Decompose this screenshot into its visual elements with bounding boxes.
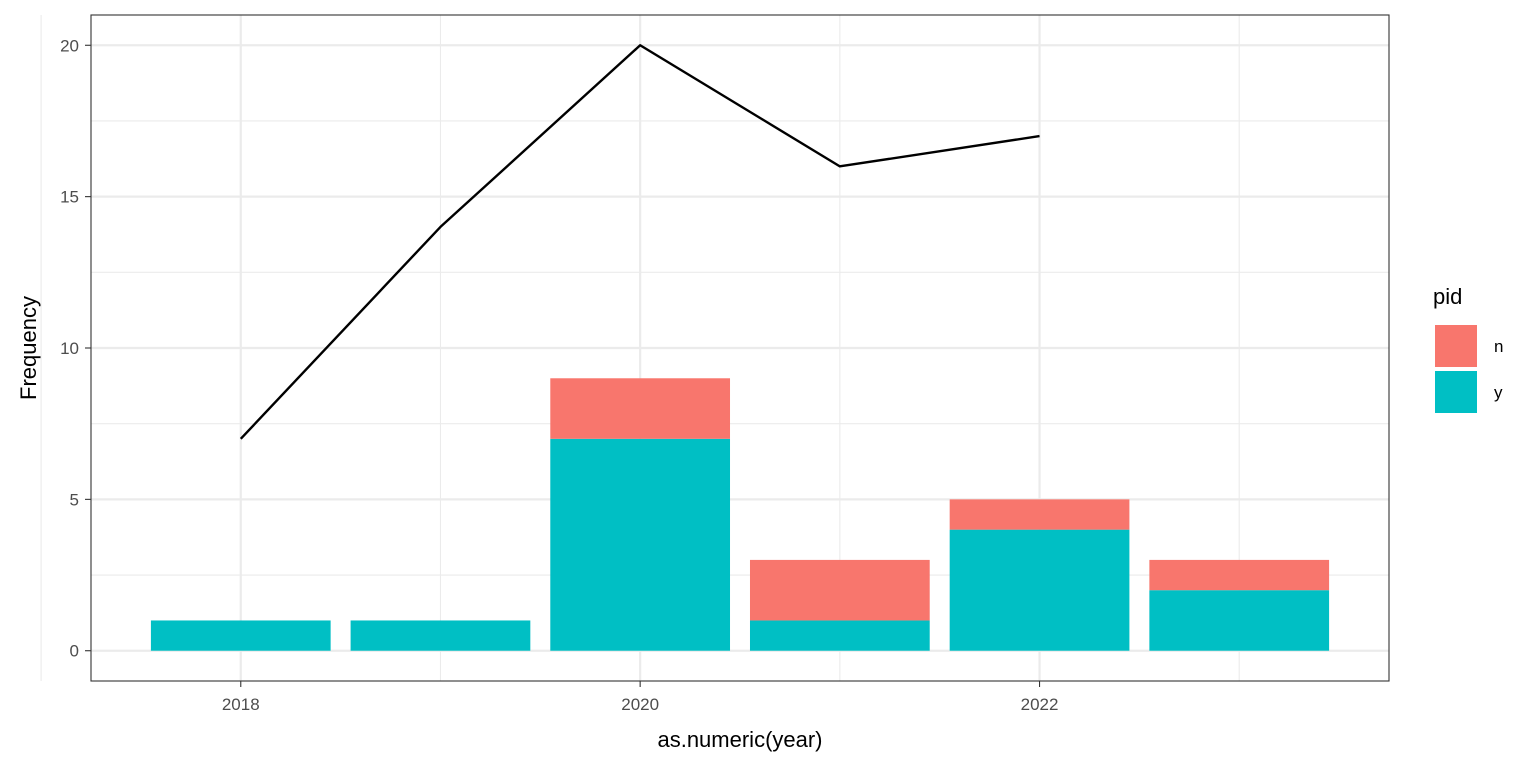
- x-axis-title: as.numeric(year): [657, 727, 822, 752]
- bar-y-2020: [550, 438, 731, 651]
- bar-n-2023: [1149, 559, 1330, 591]
- legend-key-n: [1435, 325, 1477, 367]
- bar-y-2023: [1149, 590, 1330, 651]
- bars: [150, 378, 1330, 651]
- y-tick-label: 0: [70, 642, 79, 661]
- legend-items: ny: [1435, 325, 1503, 413]
- x-tick-label: 2018: [222, 695, 260, 714]
- bar-y-2022: [949, 529, 1130, 651]
- y-axis-title: Frequency: [16, 296, 41, 400]
- trend-line-group: [239, 44, 1040, 440]
- bar-y-2021: [749, 620, 930, 651]
- legend: pid ny: [1433, 284, 1503, 413]
- x-tick-label: 2022: [1021, 695, 1059, 714]
- legend-label-n: n: [1494, 337, 1503, 356]
- y-tick-label: 15: [60, 188, 79, 207]
- bar-y-2019: [350, 620, 531, 651]
- legend-title: pid: [1433, 284, 1462, 309]
- y-tick-label: 20: [60, 36, 79, 55]
- y-tick-label: 5: [70, 490, 79, 509]
- y-tick-label: 10: [60, 339, 79, 358]
- bar-n-2021: [749, 559, 930, 621]
- grid-major: [91, 15, 1389, 681]
- bar-n-2020: [550, 378, 731, 439]
- trend-line: [239, 44, 1040, 440]
- bar-y-2018: [150, 620, 331, 651]
- bar-n-2022: [949, 499, 1130, 530]
- legend-key-y: [1435, 371, 1477, 413]
- y-axis: 0 5 10 15 20: [60, 36, 91, 661]
- legend-label-y: y: [1494, 383, 1503, 402]
- x-axis: 2018 2020 2022: [222, 681, 1059, 714]
- x-tick-label: 2020: [621, 695, 659, 714]
